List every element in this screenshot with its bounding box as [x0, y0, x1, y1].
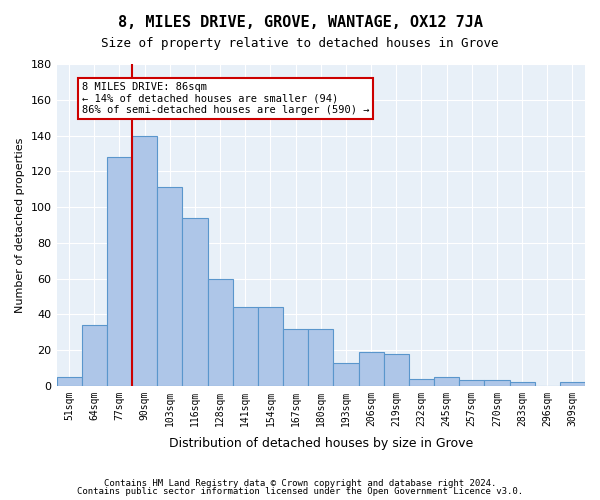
Bar — [208, 278, 233, 386]
Text: Contains public sector information licensed under the Open Government Licence v3: Contains public sector information licen… — [77, 487, 523, 496]
Bar — [82, 325, 107, 386]
X-axis label: Distribution of detached houses by size in Grove: Distribution of detached houses by size … — [169, 437, 473, 450]
Bar — [434, 377, 459, 386]
Y-axis label: Number of detached properties: Number of detached properties — [15, 137, 25, 312]
Bar — [484, 380, 509, 386]
Bar — [107, 157, 132, 386]
Text: 8, MILES DRIVE, GROVE, WANTAGE, OX12 7JA: 8, MILES DRIVE, GROVE, WANTAGE, OX12 7JA — [118, 15, 482, 30]
Bar — [383, 354, 409, 386]
Bar — [182, 218, 208, 386]
Bar — [459, 380, 484, 386]
Bar — [56, 377, 82, 386]
Bar — [409, 378, 434, 386]
Bar — [560, 382, 585, 386]
Bar — [233, 307, 258, 386]
Bar — [509, 382, 535, 386]
Text: Contains HM Land Registry data © Crown copyright and database right 2024.: Contains HM Land Registry data © Crown c… — [104, 478, 496, 488]
Bar — [157, 188, 182, 386]
Bar — [308, 328, 334, 386]
Bar — [283, 328, 308, 386]
Bar — [359, 352, 383, 386]
Bar — [258, 307, 283, 386]
Bar — [334, 362, 359, 386]
Bar — [132, 136, 157, 386]
Text: Size of property relative to detached houses in Grove: Size of property relative to detached ho… — [101, 38, 499, 51]
Text: 8 MILES DRIVE: 86sqm
← 14% of detached houses are smaller (94)
86% of semi-detac: 8 MILES DRIVE: 86sqm ← 14% of detached h… — [82, 82, 369, 115]
